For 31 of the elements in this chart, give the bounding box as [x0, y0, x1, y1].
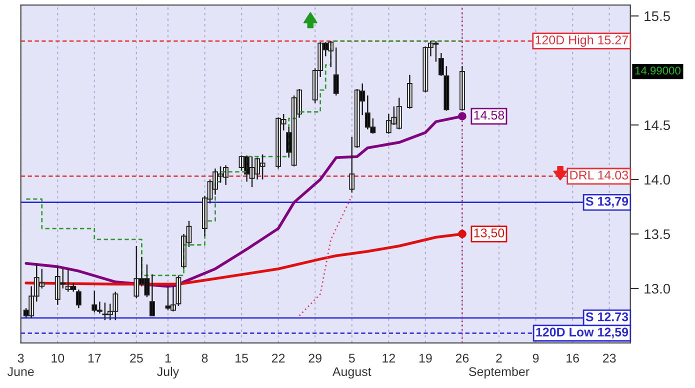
x-tick-label: 2 September: [469, 354, 530, 379]
y-tick-label: 14.0: [644, 174, 670, 185]
ref-line-label: 120D Low 12,59: [536, 328, 628, 338]
x-tick-label: 25: [130, 354, 143, 363]
x-tick-label: 8: [202, 354, 208, 363]
x-tick-label: 29: [308, 354, 322, 363]
ref-line-label: S 12.73: [586, 312, 628, 322]
ref-line-label: S 13,79: [586, 196, 628, 208]
x-tick-label: 5 August: [332, 354, 372, 379]
x-tick-label: 9: [532, 354, 539, 363]
data-label: 14.58: [474, 110, 504, 120]
x-tick-label: 16: [566, 354, 579, 363]
x-tick-label: 23: [603, 354, 616, 363]
x-tick-label: 3 June: [7, 354, 34, 376]
ref-line-label: 120D High 15.27: [536, 35, 628, 47]
ref-line-label: DRL 14.03: [570, 170, 628, 180]
y-tick-label: 13.0: [644, 284, 670, 294]
y-tick-label: 14.5: [644, 120, 670, 130]
text: 14.99000: [635, 66, 680, 75]
x-tick-label: 17: [88, 354, 101, 362]
x-tick-label: 19: [419, 354, 432, 363]
x-tick-label: 15: [236, 354, 248, 363]
y-tick-label: 13.5: [644, 229, 670, 240]
x-tick-label: 12: [382, 354, 395, 362]
data-label: 13,50: [474, 228, 504, 239]
x-tick-label: 26: [456, 354, 469, 363]
line-series: [298, 195, 353, 316]
x-tick-label: 22: [272, 354, 285, 362]
x-tick-label: 1 July: [157, 354, 180, 379]
x-tick-label: 10: [52, 354, 64, 363]
y-tick-label: 15.5: [644, 11, 670, 22]
